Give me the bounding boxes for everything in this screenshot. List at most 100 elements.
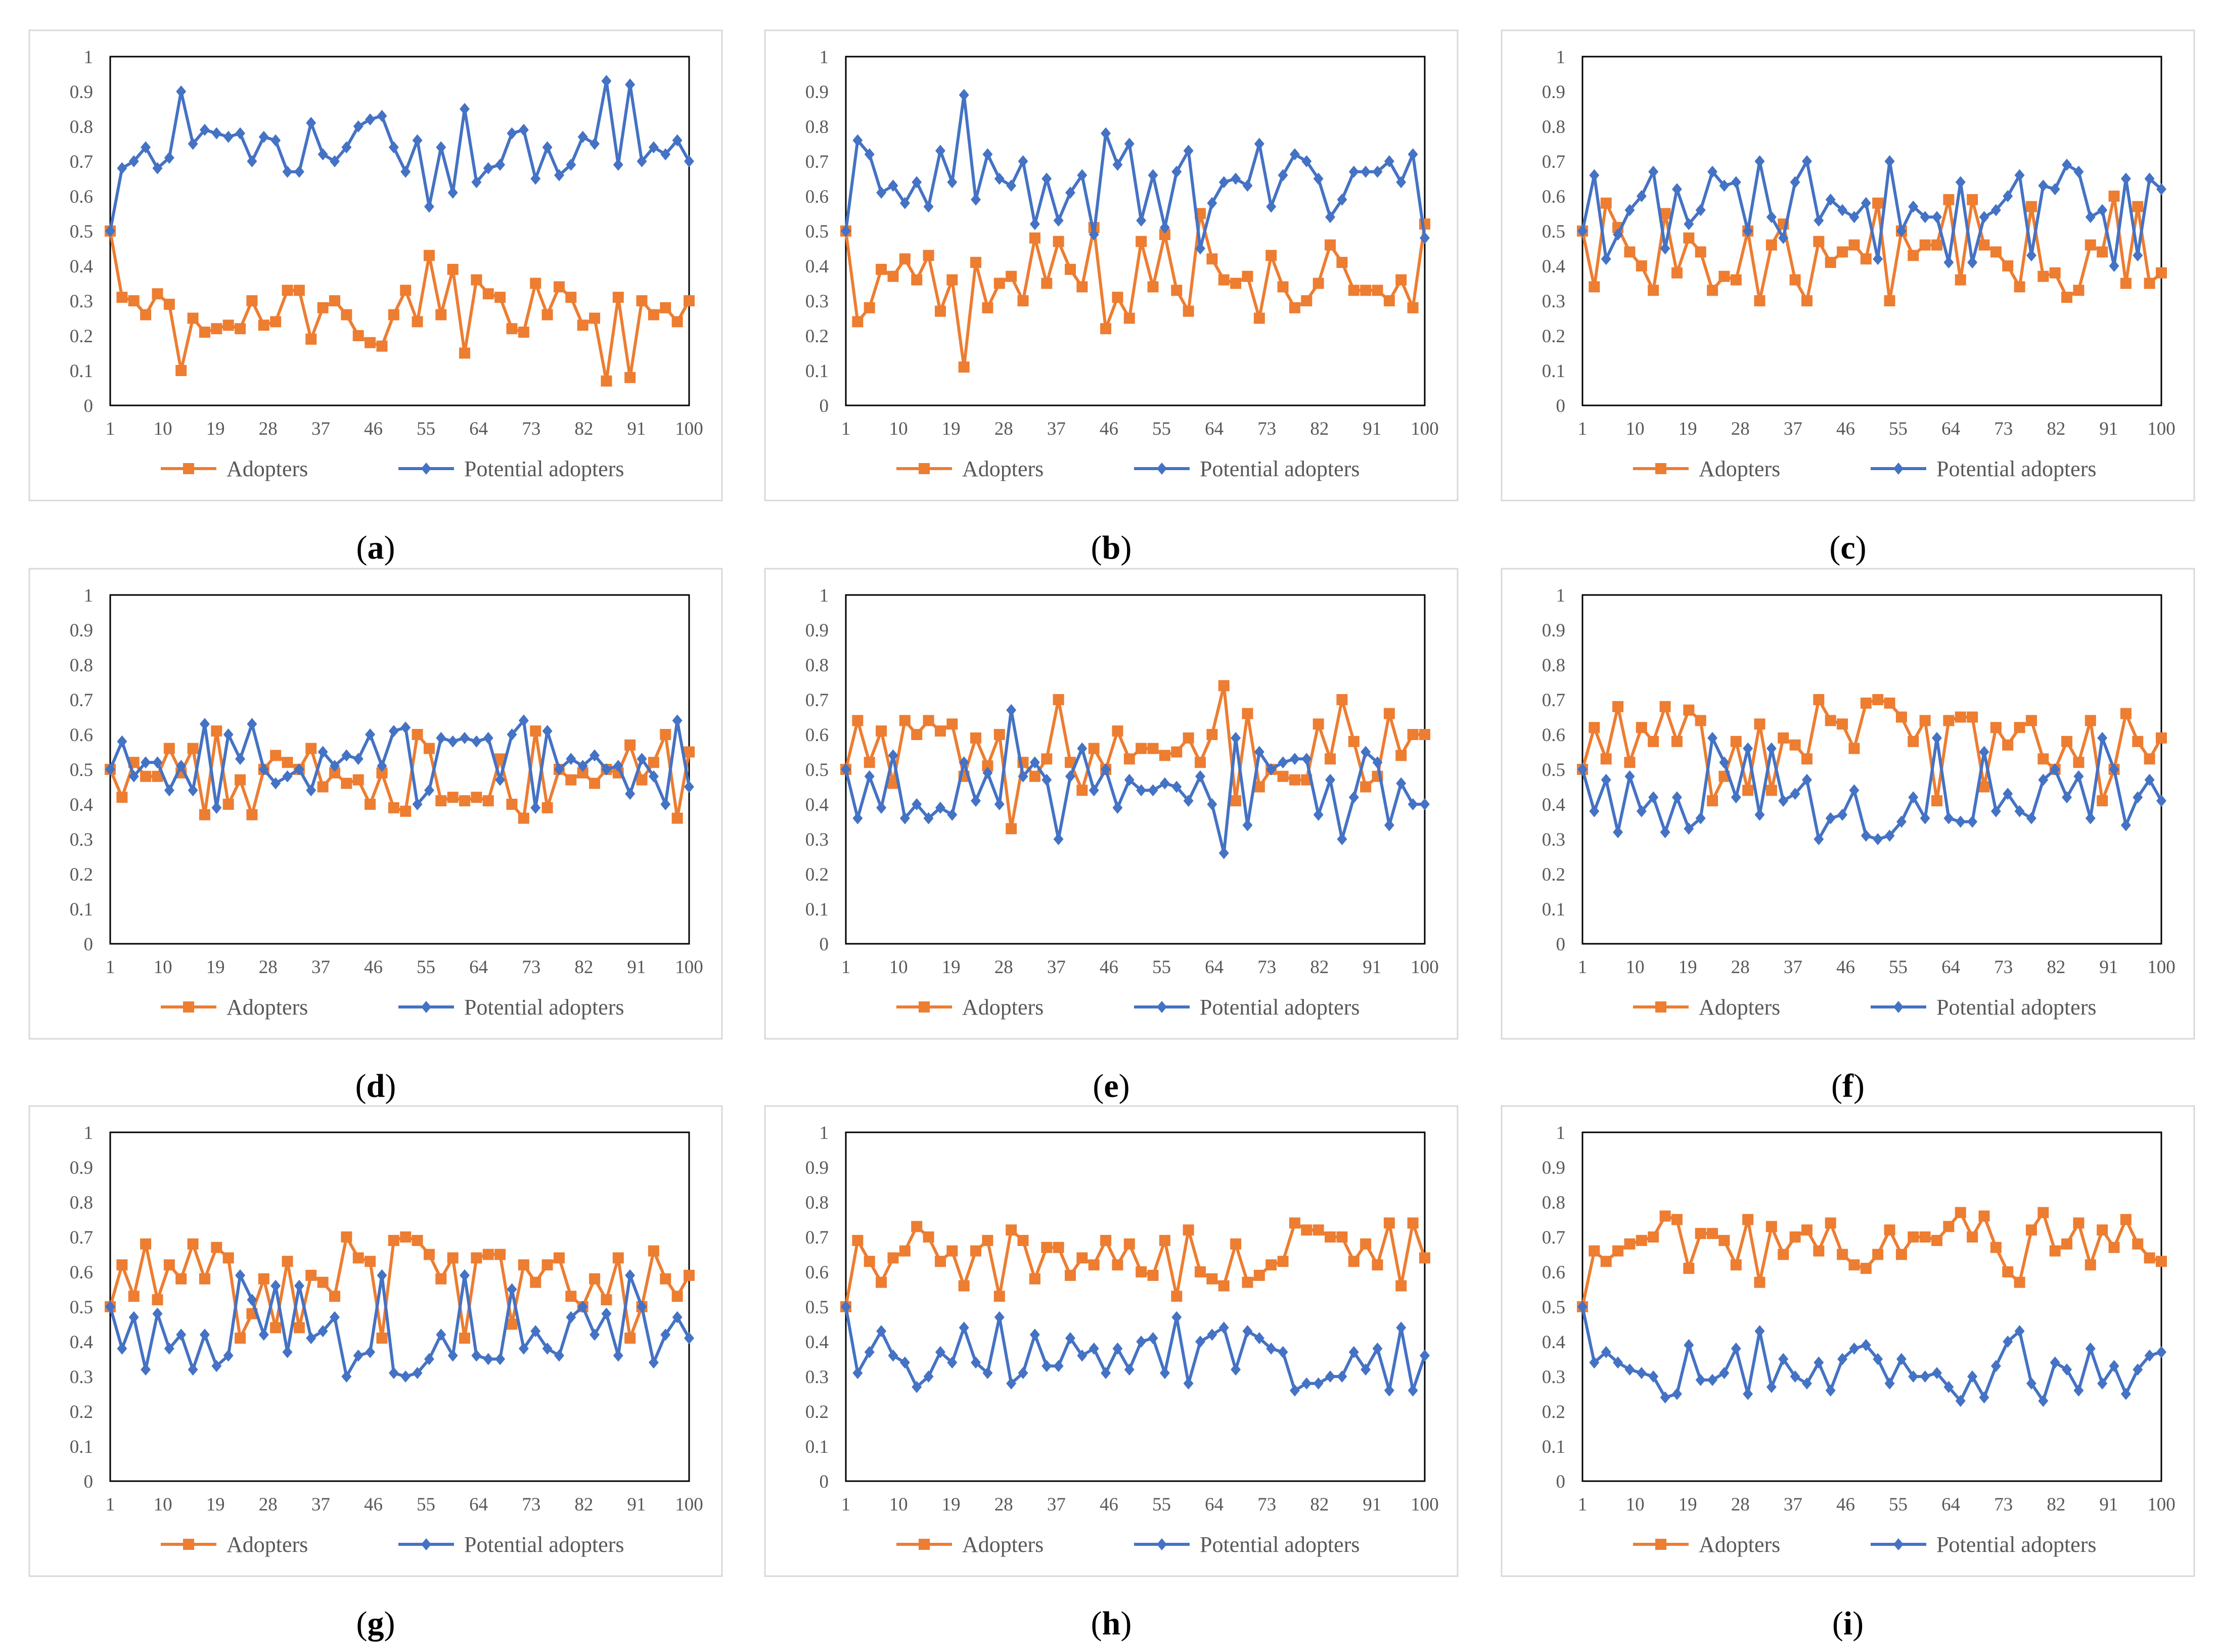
chart-panel-h: 0 0.1 0.2 0.3 0.4 0.5 0.6 0.7 0.8 0.9 1 1 10 19 28 37 46… <box>764 1105 1459 1642</box>
data-point <box>1195 1336 1206 1348</box>
data-point <box>2049 1245 2061 1257</box>
data-point <box>2133 249 2143 262</box>
y-tick-label: 0 <box>84 396 94 417</box>
data-point <box>1101 763 1111 775</box>
data-point <box>1931 1234 1943 1246</box>
data-point <box>1671 791 1682 804</box>
y-tick-label: 0.9 <box>1542 1158 1565 1178</box>
data-point <box>2144 1349 2155 1362</box>
data-point <box>1613 228 1623 241</box>
data-point <box>1230 278 1242 289</box>
data-point <box>1979 746 1989 758</box>
chart-panel-i: 0 0.1 0.2 0.3 0.4 0.5 0.6 0.7 0.8 0.9 1 1 10 19 28 37 46… <box>1501 1105 2195 1642</box>
data-point <box>495 773 506 786</box>
data-point <box>211 801 222 814</box>
data-point <box>1289 774 1300 786</box>
data-point <box>1313 808 1324 821</box>
data-point <box>365 728 376 741</box>
legend-marker-potential-adopters <box>1893 1001 1904 1013</box>
data-point <box>1955 1395 1966 1407</box>
x-tick-label: 46 <box>1836 419 1855 439</box>
data-point <box>2085 715 2096 726</box>
data-point <box>164 152 174 164</box>
data-point <box>1195 757 1206 768</box>
x-tick-label: 37 <box>311 419 330 439</box>
data-point <box>1395 1280 1407 1292</box>
data-point <box>613 158 623 171</box>
data-point <box>899 812 910 824</box>
data-point <box>1600 1256 1612 1267</box>
data-point <box>2025 201 2037 212</box>
data-point <box>341 141 352 154</box>
data-point <box>412 1367 423 1380</box>
x-tick-label: 55 <box>1152 419 1171 439</box>
data-point <box>460 1269 470 1281</box>
data-point <box>352 774 364 786</box>
y-tick-label: 0.2 <box>805 326 829 347</box>
data-point <box>258 1273 269 1284</box>
data-point <box>601 75 612 87</box>
x-tick-label: 10 <box>889 957 908 978</box>
data-point <box>876 725 887 737</box>
data-point <box>1266 763 1277 775</box>
data-point <box>2026 1377 2036 1390</box>
y-tick-label: 0 <box>84 934 94 955</box>
x-tick-label: 73 <box>1257 1494 1276 1515</box>
x-tick-label: 100 <box>1411 1494 1439 1515</box>
data-point <box>1124 1363 1135 1376</box>
data-point <box>852 812 863 824</box>
data-point <box>1967 711 1978 723</box>
data-point <box>1636 722 1647 733</box>
data-point <box>1589 1245 1600 1257</box>
x-tick-label: 82 <box>2047 1494 2065 1515</box>
data-point <box>970 257 982 268</box>
data-point <box>199 809 210 820</box>
data-point <box>1801 753 1813 765</box>
data-point <box>1872 694 1884 705</box>
data-point <box>152 1294 163 1306</box>
y-tick-label: 0 <box>1556 396 1566 417</box>
data-point <box>1671 1388 1682 1400</box>
data-point <box>1242 1276 1253 1288</box>
data-point <box>1077 169 1088 181</box>
data-point <box>959 88 969 101</box>
data-point <box>613 760 623 772</box>
legend-marker-adopters <box>919 1001 930 1013</box>
panel-caption-letter: a <box>368 529 384 566</box>
legend-label-adopters: Adopters <box>1699 456 1780 481</box>
data-point <box>282 1256 293 1267</box>
data-point <box>306 784 316 797</box>
data-point <box>247 1294 257 1306</box>
y-tick-label: 0.7 <box>70 152 93 172</box>
y-tick-label: 1 <box>84 1123 94 1143</box>
data-point <box>1967 1231 1978 1243</box>
data-point <box>141 1363 151 1376</box>
data-point <box>612 1252 624 1264</box>
data-point <box>1707 1228 1718 1240</box>
x-tick-label: 19 <box>1679 419 1697 439</box>
legend-marker-potential-adopters <box>1157 1001 1167 1013</box>
data-point <box>1218 176 1229 189</box>
chart-panel-c: 0 0.1 0.2 0.3 0.4 0.5 0.6 0.7 0.8 0.9 1 1 10 19 28 37 46… <box>1501 29 2195 566</box>
data-point <box>1884 1224 1895 1236</box>
data-point <box>899 1356 910 1369</box>
data-point <box>1814 214 1824 227</box>
data-point <box>899 715 911 726</box>
data-point <box>1325 753 1336 765</box>
y-tick-label: 0.1 <box>70 1437 93 1457</box>
y-tick-label: 0.2 <box>1542 326 1565 347</box>
data-point <box>589 1273 601 1284</box>
data-point <box>341 309 352 320</box>
data-point <box>1242 270 1253 282</box>
y-tick-label: 0.3 <box>70 291 93 312</box>
data-point <box>1660 826 1670 839</box>
data-point <box>1148 1332 1158 1345</box>
panel-caption: (g) <box>356 1605 395 1642</box>
data-point <box>400 165 411 178</box>
data-point <box>923 812 934 824</box>
data-point <box>187 1238 199 1250</box>
x-tick-label: 19 <box>942 1494 961 1515</box>
data-point <box>2132 1238 2144 1250</box>
data-point <box>376 1333 388 1344</box>
data-point <box>2003 190 2013 202</box>
